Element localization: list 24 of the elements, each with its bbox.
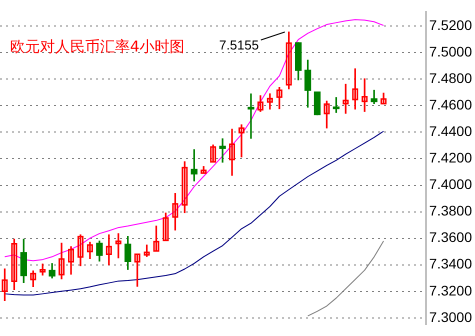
y-tick-label: 7.5000 <box>429 43 472 60</box>
y-tick-label: 7.4000 <box>429 176 472 192</box>
candlestick <box>257 95 264 112</box>
y-tick-label: 7.3400 <box>429 256 472 272</box>
y-tick-label: 7.4400 <box>429 123 472 140</box>
candlestick <box>380 92 387 104</box>
y-tick-label: 7.4200 <box>429 150 472 166</box>
candlestick <box>219 138 226 163</box>
y-tick-label: 7.3600 <box>429 229 472 246</box>
y-tick-label: 7.5200 <box>429 16 472 33</box>
candlestick <box>86 242 93 259</box>
candlestick <box>248 93 254 139</box>
y-tick-label: 7.3200 <box>429 282 472 298</box>
y-tick-label: 7.3800 <box>429 202 472 219</box>
candlestick <box>229 128 236 176</box>
text: 欧元对人民币汇率4小时图 <box>10 37 185 56</box>
candlestick <box>68 246 74 275</box>
y-tick-label: 7.3000 <box>429 308 472 325</box>
y-tick-label: 7.4800 <box>429 70 472 86</box>
candlestick <box>78 234 84 266</box>
candlestick <box>238 124 244 158</box>
annotation: 7.5155 <box>219 38 259 53</box>
candlestick <box>58 242 65 280</box>
y-tick-label: 7.4600 <box>429 96 472 112</box>
